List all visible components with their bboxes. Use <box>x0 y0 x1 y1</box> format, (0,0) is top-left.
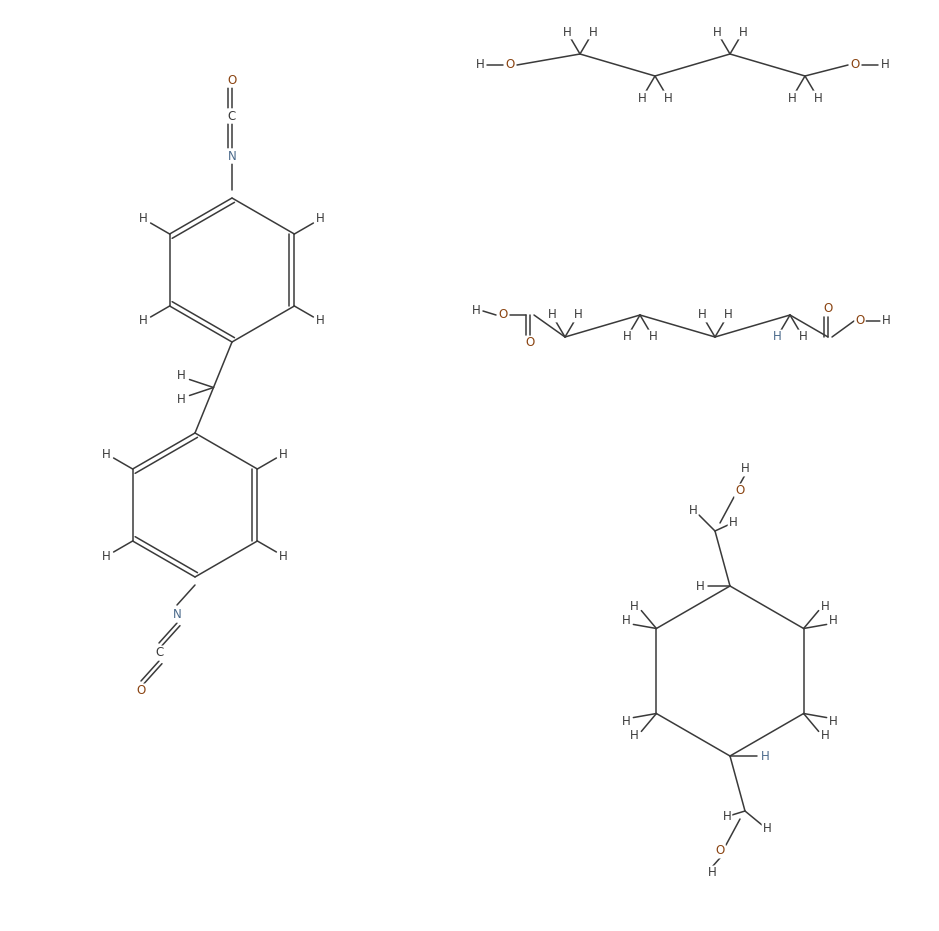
Text: H: H <box>708 867 716 880</box>
Text: N: N <box>227 150 237 163</box>
Text: H: H <box>822 729 830 742</box>
Text: H: H <box>589 25 597 38</box>
Text: H: H <box>102 549 111 562</box>
Text: O: O <box>227 74 237 87</box>
Text: H: H <box>649 331 657 344</box>
Text: O: O <box>526 336 534 349</box>
Text: H: H <box>623 331 631 344</box>
Text: O: O <box>824 303 833 316</box>
Text: O: O <box>851 59 859 72</box>
Text: H: H <box>622 614 631 627</box>
Text: H: H <box>829 614 838 627</box>
Text: C: C <box>155 646 163 659</box>
Text: H: H <box>762 822 771 835</box>
Text: H: H <box>724 308 732 321</box>
Text: O: O <box>716 844 725 857</box>
Text: H: H <box>562 25 571 38</box>
Text: H: H <box>102 448 111 461</box>
Text: H: H <box>822 600 830 614</box>
Text: H: H <box>630 600 639 614</box>
Text: H: H <box>638 91 646 104</box>
Text: H: H <box>881 59 889 72</box>
Text: H: H <box>688 505 698 518</box>
Text: H: H <box>723 811 731 824</box>
Text: H: H <box>773 331 781 344</box>
Text: H: H <box>476 59 485 72</box>
Text: H: H <box>177 393 186 406</box>
Text: O: O <box>735 484 745 497</box>
Text: H: H <box>664 91 672 104</box>
Text: H: H <box>729 517 737 530</box>
Text: H: H <box>471 304 481 317</box>
Text: H: H <box>698 308 706 321</box>
Text: H: H <box>799 331 808 344</box>
Text: O: O <box>505 59 515 72</box>
Text: N: N <box>173 609 181 622</box>
Text: H: H <box>316 315 325 328</box>
Text: H: H <box>788 91 796 104</box>
Text: H: H <box>761 749 769 762</box>
Text: H: H <box>574 308 582 321</box>
Text: H: H <box>813 91 823 104</box>
Text: H: H <box>829 715 838 728</box>
Text: H: H <box>696 579 704 592</box>
Text: H: H <box>139 315 148 328</box>
Text: O: O <box>136 684 146 697</box>
Text: H: H <box>622 715 631 728</box>
Text: H: H <box>177 369 186 382</box>
Text: H: H <box>139 212 148 225</box>
Text: H: H <box>882 315 890 328</box>
Text: H: H <box>630 729 639 742</box>
Text: O: O <box>855 315 865 328</box>
Text: H: H <box>713 25 721 38</box>
Text: H: H <box>279 549 287 562</box>
Text: H: H <box>279 448 287 461</box>
Text: H: H <box>316 212 325 225</box>
Text: H: H <box>739 25 747 38</box>
Text: C: C <box>228 110 236 123</box>
Text: H: H <box>547 308 557 321</box>
Text: H: H <box>741 463 749 476</box>
Text: O: O <box>499 308 508 321</box>
